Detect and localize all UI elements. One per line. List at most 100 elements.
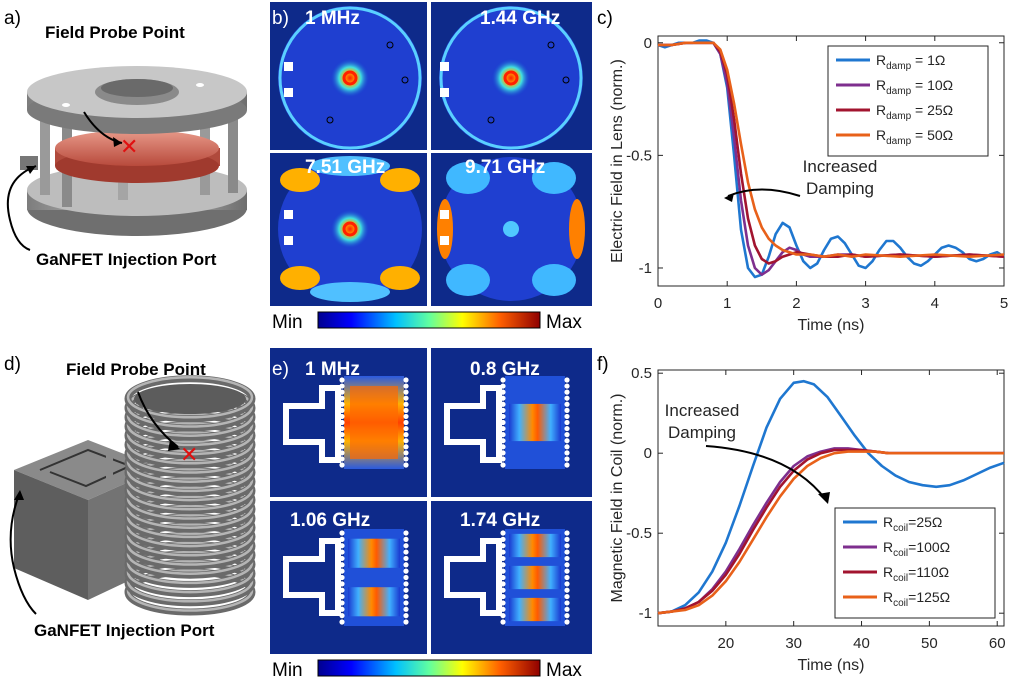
coil-wire-dot	[564, 419, 570, 426]
coil-map-feed	[444, 538, 502, 616]
coil-wire-dot	[500, 389, 506, 395]
colorbar-top-max: Max	[546, 312, 582, 333]
coil-wire-dot	[564, 389, 570, 395]
colorbar-top	[317, 311, 541, 329]
injection-feed	[106, 450, 113, 480]
x-tick-label: 2	[792, 295, 800, 312]
coil-wire-dot	[403, 425, 409, 432]
coil-wire-dot	[500, 593, 506, 600]
panel-f-letter: f)	[597, 354, 609, 375]
x-axis-label: Time (ns)	[798, 657, 865, 674]
lens-disk	[55, 130, 219, 166]
coil-wire-dot	[403, 619, 409, 625]
coil-map-feed	[283, 538, 341, 616]
coil-wire-dot	[403, 555, 409, 562]
coil-wire-dot	[500, 407, 506, 413]
lens-freq-1: 1 MHz	[305, 8, 360, 29]
coil-wire-dot	[403, 593, 409, 600]
coil-wire-dot	[500, 530, 506, 536]
panel-d-probe-label: Field Probe Point	[66, 360, 206, 379]
coil-wire-dot	[339, 432, 345, 438]
coil-wire-dot	[339, 536, 345, 542]
x-tick-label: 40	[853, 635, 870, 652]
coil-wire-dot	[403, 383, 409, 389]
coil-wire-dot	[564, 587, 570, 593]
coil-wire-dot	[403, 530, 409, 536]
x-tick-label: 0	[654, 295, 662, 312]
coil-wire-dot	[403, 456, 409, 462]
coil-wire-dot	[339, 581, 345, 587]
y-tick-label: 0	[644, 35, 652, 52]
annotation-arrowhead	[724, 193, 734, 202]
injection-box-left	[14, 470, 88, 600]
colorbar-top-min: Min	[272, 312, 303, 333]
coil-wire-dot	[500, 574, 506, 581]
x-tick-label: 20	[717, 635, 734, 652]
coil-wire-dot	[564, 432, 570, 438]
coil-wire-dot	[500, 419, 506, 426]
injection-box-top	[14, 440, 160, 500]
coil-wire-dot	[500, 438, 506, 444]
panel-a-letter: a)	[4, 8, 21, 29]
x-tick-label: 1	[723, 295, 731, 312]
coil-wire-dot	[500, 377, 506, 383]
coil-wire-dot	[500, 450, 506, 456]
colorbar-bottom	[317, 659, 541, 677]
coil-wire-dot	[500, 456, 506, 462]
coil-wire-dot	[339, 543, 345, 549]
lens-hole	[196, 83, 204, 87]
coil-wire-dot	[339, 574, 345, 581]
coil-wire-dot	[564, 462, 570, 468]
lens-freq-2: 1.44 GHz	[480, 8, 560, 29]
annotation-text: Damping	[668, 423, 736, 442]
legend-label: Rdamp = 50Ω	[876, 127, 953, 147]
x-axis-label: Time (ns)	[798, 317, 865, 334]
panel-d: d) Field Probe Point ✕ GaNFET Injection …	[4, 354, 256, 640]
coil-wire-dot	[564, 536, 570, 542]
coil-wire-dot	[500, 395, 506, 401]
coil-map-field-band	[509, 597, 561, 622]
x-tick-label: 3	[861, 295, 869, 312]
coil-wire-dot	[339, 555, 345, 562]
annotation-text: Increased	[803, 157, 878, 176]
probe-arrowhead	[113, 137, 122, 147]
coil-wire-dot	[564, 395, 570, 401]
panel-d-letter: d)	[4, 354, 21, 375]
legend-label: Rcoil=125Ω	[883, 589, 950, 609]
coil-wire-dot	[564, 593, 570, 600]
lens-map-2	[431, 2, 592, 150]
coil-map-field-band	[509, 403, 561, 442]
coil-wire-dot	[339, 377, 345, 383]
coil-wire-dot	[500, 549, 506, 555]
coil-wire-dot	[403, 606, 409, 612]
coil-map-field-band	[509, 533, 561, 558]
coil-wire-dot	[339, 619, 345, 625]
coil-wire-dot	[564, 450, 570, 456]
port-arrow	[6, 165, 37, 251]
y-tick-label: 0.5	[631, 365, 652, 382]
lens-hole	[62, 103, 70, 107]
coil-wire-dot	[339, 456, 345, 462]
coil-wire-dot	[339, 389, 345, 395]
coil-wire-dot	[403, 444, 409, 450]
coil-wire-dot	[339, 568, 345, 574]
coil-wire-dot	[500, 606, 506, 612]
coil-wire-dot	[564, 574, 570, 581]
coil-wire-dot	[339, 593, 345, 600]
port-arrowhead	[26, 166, 36, 174]
x-tick-label: 50	[921, 635, 938, 652]
coil-freq-1: 1 MHz	[305, 359, 360, 380]
coil-port-arrow	[9, 491, 37, 615]
coil-wire-dot	[339, 562, 345, 568]
coil-wire-dot	[564, 619, 570, 625]
coil-map-1	[270, 348, 427, 497]
coil-wire-dot	[339, 395, 345, 401]
panel-e-letter: e)	[272, 359, 289, 380]
coil-wire-dot	[403, 401, 409, 407]
panel-e: e) 1 MHz 0.8 GHz 1.06 GHz 1.74 GHz Min M…	[270, 348, 592, 681]
coil-wire-dot	[403, 587, 409, 593]
coil-wire-dot	[564, 413, 570, 420]
coil-wire-dot	[564, 549, 570, 555]
coil-wire-dot	[564, 606, 570, 612]
